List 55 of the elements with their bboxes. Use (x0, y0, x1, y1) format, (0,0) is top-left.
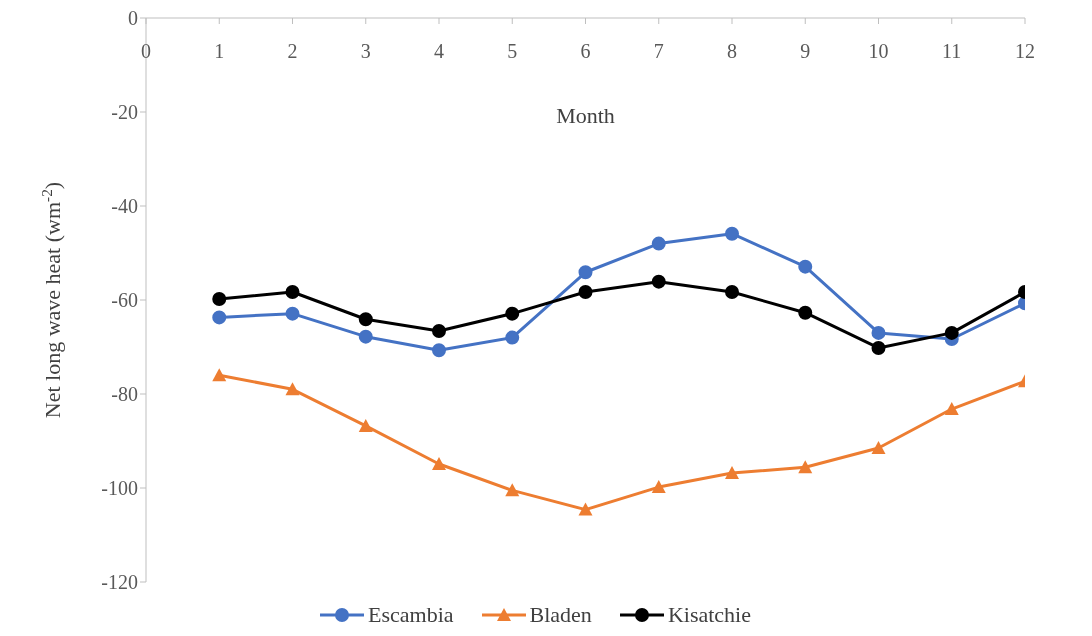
legend-label: Bladen (528, 602, 592, 628)
point (578, 265, 593, 280)
point (578, 285, 593, 300)
point (432, 343, 446, 358)
point (798, 305, 813, 320)
x-tick-label: 11 (942, 40, 962, 63)
x-tick-label: 6 (580, 40, 591, 63)
x-tick-label: 1 (214, 40, 225, 63)
point (505, 306, 520, 321)
x-tick-label: 5 (507, 40, 518, 63)
x-tick-label: 9 (800, 40, 811, 63)
point (212, 368, 227, 382)
x-tick-label: 4 (434, 40, 444, 63)
legend-label: Escambia (367, 602, 454, 628)
point (505, 330, 520, 345)
point (871, 441, 886, 455)
x-tick-label: 12 (1015, 40, 1035, 63)
y-tick-label: -40 (111, 195, 138, 218)
x-tick-label: 2 (287, 40, 298, 63)
y-tick-label: -120 (101, 571, 138, 594)
point (212, 292, 227, 307)
point (944, 402, 959, 416)
point (285, 285, 300, 300)
point (285, 382, 300, 396)
legend-label: Kisatchie (666, 602, 751, 628)
point (505, 483, 520, 497)
x-tick-label: 3 (360, 40, 371, 63)
x-tick-label: 8 (727, 40, 737, 63)
point (871, 325, 886, 340)
point (944, 325, 959, 340)
point (358, 312, 373, 327)
point (285, 306, 300, 321)
point (651, 274, 666, 289)
point (871, 340, 886, 355)
point (358, 418, 373, 432)
point (725, 226, 739, 241)
y-tick-label: -20 (111, 101, 138, 124)
x-axis-title: Month (555, 103, 616, 129)
point (358, 329, 373, 344)
point (212, 310, 227, 325)
y-tick-label: -80 (111, 383, 138, 406)
point (578, 502, 593, 516)
point (725, 465, 739, 479)
point (798, 460, 813, 474)
point (432, 457, 446, 471)
point (798, 259, 813, 274)
point (651, 236, 666, 251)
point (725, 285, 739, 300)
x-tick-label: 10 (868, 40, 889, 63)
point (432, 324, 446, 339)
x-tick-label: 7 (653, 40, 664, 63)
point (651, 480, 666, 494)
y-tick-label: 0 (128, 7, 138, 30)
y-tick-label: -100 (101, 477, 138, 500)
y-tick-label: -60 (111, 289, 138, 312)
